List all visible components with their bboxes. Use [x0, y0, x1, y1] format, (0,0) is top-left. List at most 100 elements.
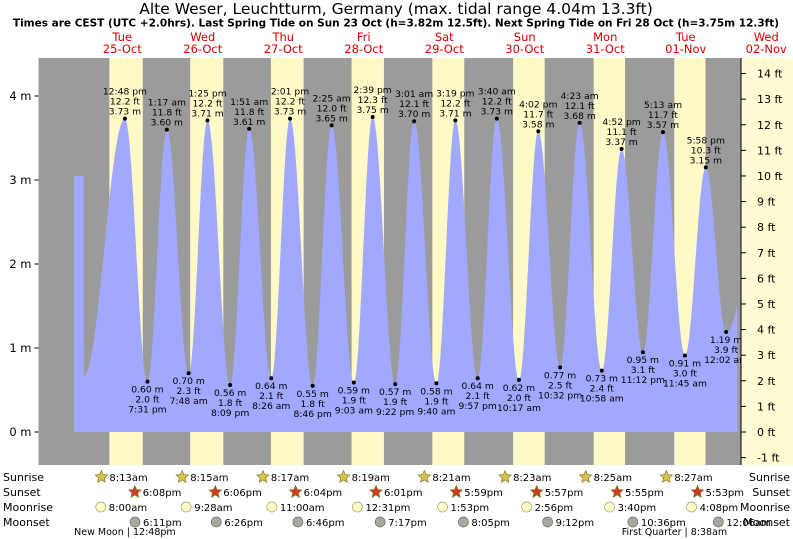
sunset-time: 5:55pm [625, 488, 664, 499]
tide-time-label: 10:32 pm [538, 390, 582, 401]
tide-height-ft-label: 1.8 ft [218, 398, 243, 409]
tide-height-ft-label: 10.3 ft [691, 145, 721, 156]
right-axis-label: -1 ft [757, 452, 780, 465]
tide-height-ft-label: 12.2 ft [440, 98, 470, 109]
day-date-label: 25-Oct [103, 42, 142, 56]
day-name-label: Fri [357, 30, 371, 44]
right-axis-label: 2 ft [757, 375, 776, 388]
day-name-label: Sat [435, 30, 454, 44]
tide-time-label: 4:02 pm [519, 99, 557, 110]
tide-height-ft-label: 2.3 ft [177, 386, 202, 397]
moonrise-time: 1:53pm [451, 503, 490, 514]
sunset-icon [690, 484, 705, 498]
tide-height-ft-label: 11.1 ft [607, 127, 637, 138]
tide-point [660, 130, 665, 135]
tide-time-label: 9:40 am [417, 406, 455, 417]
right-axis-label: 0 ft [757, 426, 776, 439]
tide-height-ft-label: 12.0 ft [317, 103, 347, 114]
moonrise-icon [352, 501, 363, 513]
tide-height-m-label: 0.59 m [338, 385, 370, 396]
moonrise-icon [521, 501, 532, 513]
right-axis-label: 8 ft [757, 221, 776, 234]
right-axis-label: 14 ft [757, 68, 783, 81]
sunrise-icon [498, 469, 513, 483]
tide-height-m-label: 0.60 m [131, 385, 163, 396]
moonset-time: 6:11pm [143, 518, 182, 529]
sunset-icon [610, 484, 624, 498]
tide-time-label: 5:58 pm [687, 135, 725, 146]
left-axis-label: 3 m [9, 173, 31, 187]
day-date-label: 28-Oct [344, 42, 383, 56]
sunrise-time: 8:27am [674, 473, 712, 484]
tide-height-m-label: 0.64 m [461, 381, 493, 392]
tide-time-label: 1:51 am [230, 97, 268, 108]
moonrise-time: 4:08pm [700, 503, 739, 514]
axes: 0 m 1 m 2 m 3 m 4 m -1 ft 0 ft 1 ft 2 ft 3 ft 4 ft… [9, 58, 793, 465]
day-date-label: 29-Oct [425, 42, 464, 56]
chart-subtitle: Times are CEST (UTC +2.0hrs). Last Sprin… [13, 18, 779, 30]
sunset-time: 6:04pm [304, 488, 343, 499]
tide-height-ft-label: 3.9 ft [714, 345, 739, 356]
tide-height-m-label: 0.56 m [214, 388, 246, 399]
tide-height-ft-label: 2.0 ft [135, 395, 160, 406]
sunset-time: 5:57pm [545, 488, 584, 499]
tide-height-ft-label: 11.7 ft [648, 110, 678, 121]
tide-height-m-label: 0.57 m [379, 387, 411, 398]
tide-time-label: 9:03 am [335, 405, 373, 416]
tide-height-ft-label: 12.1 ft [399, 99, 429, 110]
tide-height-ft-label: 12.2 ft [192, 98, 222, 109]
tide-height-ft-label: 1.9 ft [424, 396, 449, 407]
right-axis-label: 12 ft [757, 119, 783, 132]
tide-height-m-label: 3.37 m [605, 137, 637, 148]
day-name-label: Mon [593, 30, 617, 44]
left-axis-label: 1 m [9, 341, 31, 355]
tide-height-m-label: 0.77 m [544, 370, 576, 381]
tide-height-m-label: 0.62 m [503, 383, 535, 394]
sunset-time: 5:53pm [705, 488, 744, 499]
sunset-icon [369, 484, 383, 498]
tide-point [205, 118, 210, 123]
tide-point [516, 377, 521, 382]
sunrise-time: 8:13am [109, 473, 147, 484]
moonset-time: 7:17pm [388, 518, 427, 529]
tide-time-label: 12:48 pm [103, 87, 147, 98]
moonrise-time: 9:28am [194, 503, 232, 514]
sunset-time: 6:06pm [223, 488, 262, 499]
tide-point [122, 116, 127, 121]
tide-height-m-label: 3.68 m [563, 111, 595, 122]
right-axis-label: 6 ft [757, 272, 776, 285]
tide-height-m-label: 0.73 m [586, 374, 618, 385]
moonset-time: 6:46pm [306, 518, 345, 529]
tide-point [164, 127, 169, 132]
tide-height-m-label: 3.57 m [647, 120, 679, 131]
tide-height-m-label: 0.95 m [627, 355, 659, 366]
sunrise-time: 8:23am [513, 473, 551, 484]
sunset-icon [127, 484, 142, 498]
right-axis-label: 9 ft [757, 196, 776, 209]
moonrise-time: 8:00am [109, 503, 147, 514]
tide-time-label: 5:13 am [644, 100, 682, 111]
tide-point [186, 371, 191, 376]
tide-point [412, 119, 417, 124]
tide-height-m-label: 3.58 m [522, 119, 554, 130]
day-date-label: 01-Nov [665, 42, 706, 56]
sunrise-icon [175, 469, 190, 483]
right-axis-label: 5 ft [757, 298, 776, 311]
moon-phase-label: New Moon | 12:48pm [74, 527, 176, 538]
tide-point [310, 383, 315, 388]
moon-phase-label: First Quarter | 8:38am [622, 527, 727, 538]
astro-row-label-right: Moonrise [740, 501, 790, 514]
tide-height-ft-label: 11.8 ft [234, 107, 264, 118]
tide-height-ft-label: 1.8 ft [301, 399, 326, 410]
tide-point [269, 376, 274, 381]
moonset-icon [458, 516, 469, 528]
tide-point [288, 116, 293, 121]
tide-point [577, 120, 582, 125]
tide-height-ft-label: 2.0 ft [507, 393, 532, 404]
tide-height-ft-label: 12.2 ft [275, 97, 305, 108]
tide-point [145, 379, 150, 384]
tide-time-label: 11:12 pm [621, 375, 665, 386]
sunrise-icon [578, 469, 593, 483]
right-axis-label: 1 ft [757, 400, 776, 413]
day-date-label: 30-Oct [505, 42, 544, 56]
